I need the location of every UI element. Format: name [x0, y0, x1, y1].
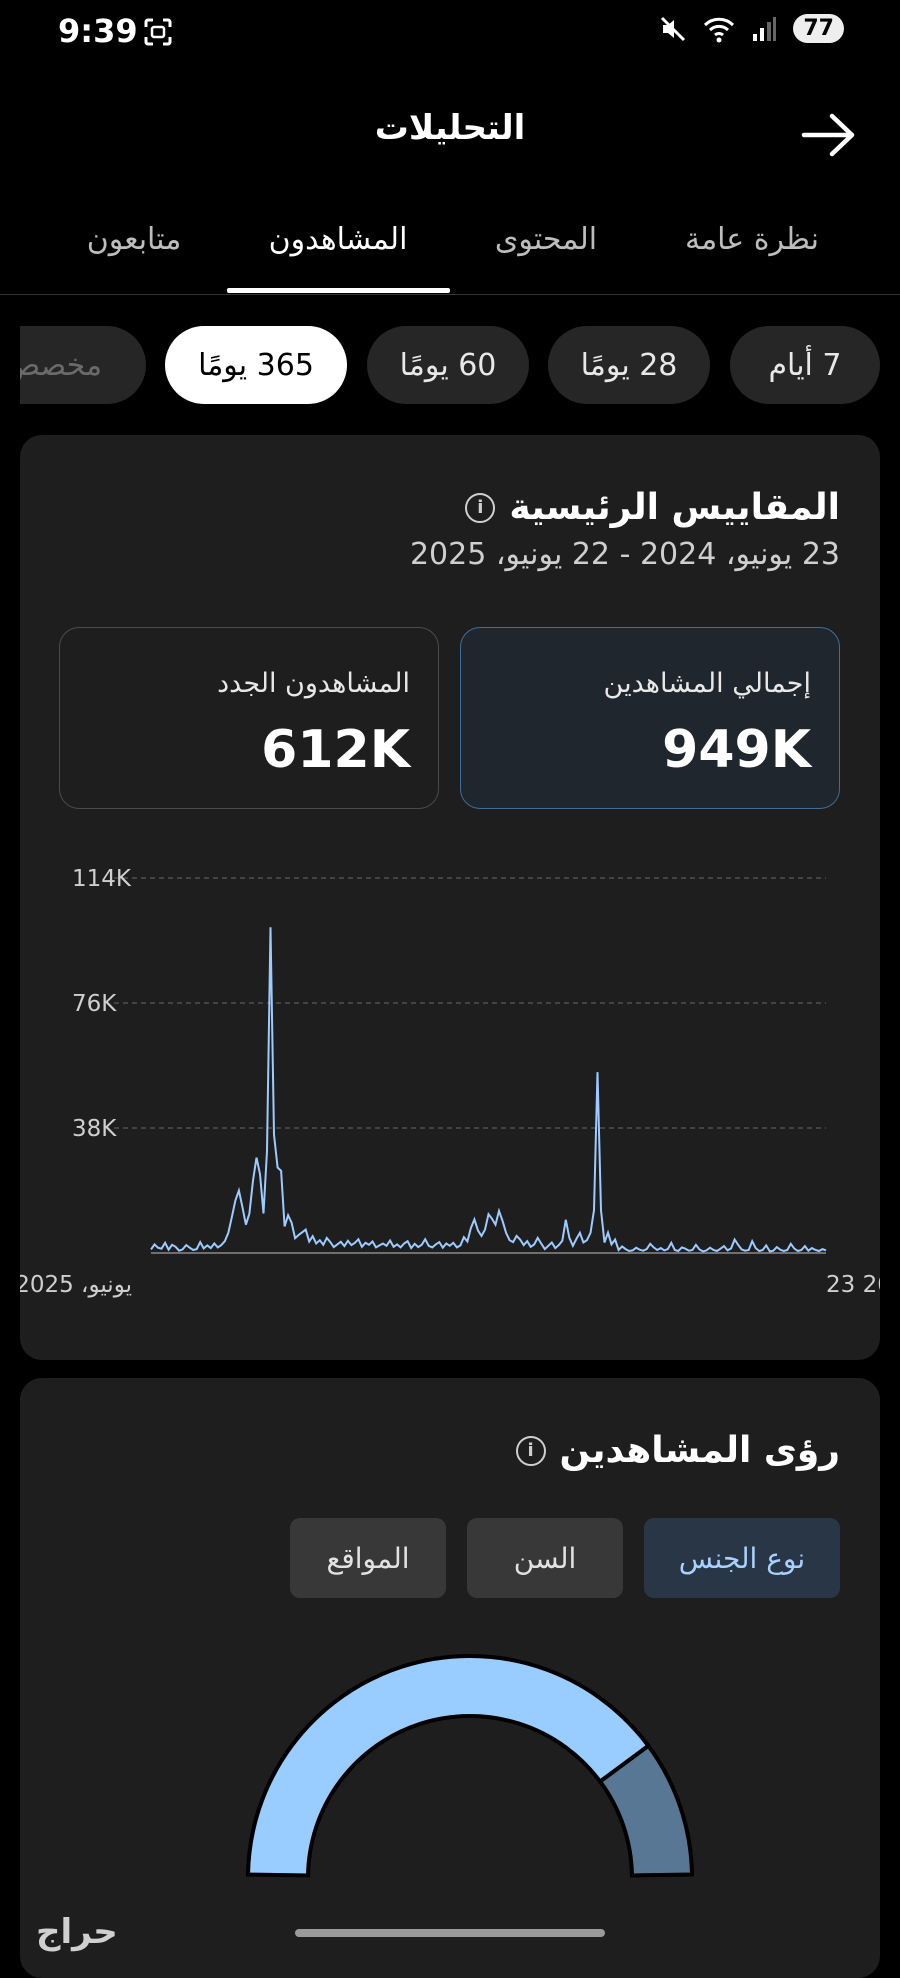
date-range-chips: 7 أيام 28 يومًا 60 يومًا 365 يومًا مخصص: [20, 326, 900, 406]
audience-insights-header: رؤى المشاهدين i: [515, 1430, 840, 1471]
audience-gauge-chart: [245, 1654, 695, 1878]
chip-custom[interactable]: مخصص: [20, 326, 146, 404]
screen-scan-icon: [144, 18, 172, 46]
x-tick-end: يونيو، 2025 ‏22: [20, 1272, 132, 1298]
key-metrics-card: المقاييس الرئيسية i 23 يونيو، 2024 - 22 …: [20, 435, 880, 1360]
watermark-logo: حراج: [36, 1912, 118, 1952]
tab-overview[interactable]: نظرة عامة: [685, 222, 819, 257]
audience-insights-title: رؤى المشاهدين: [559, 1430, 840, 1471]
back-arrow-icon[interactable]: [800, 110, 860, 160]
chip-28-days[interactable]: 28 يومًا: [548, 326, 710, 404]
status-bar: 9:39 77: [0, 0, 900, 70]
home-indicator: [295, 1929, 605, 1937]
chip-60-days[interactable]: 60 يومًا: [367, 326, 529, 404]
segment-locations[interactable]: المواقع: [290, 1518, 446, 1598]
gauge-segment_2: [597, 1743, 695, 1878]
new-viewers-value: 612K: [261, 720, 410, 780]
x-tick-start: يونيو، 2024 ‏23: [826, 1272, 880, 1298]
wifi-icon: [704, 17, 735, 42]
key-metrics-header: المقاييس الرئيسية i: [465, 487, 840, 528]
info-icon[interactable]: i: [465, 492, 496, 523]
date-range-label: 23 يونيو، 2024 - 22 يونيو، 2025: [409, 537, 840, 572]
total-viewers-value: 949K: [662, 720, 811, 780]
info-icon[interactable]: i: [515, 1435, 546, 1466]
tab-bar: نظرة عامة المحتوى المشاهدون متابعون: [0, 210, 900, 295]
tab-content[interactable]: المحتوى: [494, 222, 598, 257]
gauge-segment_1: [245, 1654, 652, 1878]
signal-icon: [753, 16, 777, 41]
status-time: 9:39: [58, 12, 138, 50]
segment-gender[interactable]: نوع الجنس: [644, 1518, 840, 1598]
tab-audience[interactable]: المشاهدون: [268, 222, 408, 257]
chip-365-days[interactable]: 365 يومًا: [165, 326, 347, 404]
active-tab-indicator: [227, 288, 450, 293]
y-tick-label: 38K: [72, 1116, 117, 1142]
series-line-total-viewers: [150, 927, 827, 1253]
y-tick-label: 76K: [72, 991, 117, 1017]
chip-7-days[interactable]: 7 أيام: [730, 326, 880, 404]
page-title: التحليلات: [374, 108, 526, 148]
y-tick-label: 114K: [72, 866, 132, 892]
audience-insights-card: رؤى المشاهدين i: [20, 1378, 880, 1978]
new-viewers-label: المشاهدون الجدد: [217, 668, 410, 699]
tab-followers[interactable]: متابعون: [86, 222, 182, 257]
segment-age[interactable]: السن: [467, 1518, 623, 1598]
mute-icon: [661, 16, 686, 41]
total-viewers-label: إجمالي المشاهدين: [603, 668, 811, 699]
key-metrics-title: المقاييس الرئيسية: [509, 487, 840, 528]
total-viewers-card[interactable]: إجمالي المشاهدين 949K: [460, 627, 840, 809]
new-viewers-card[interactable]: المشاهدون الجدد 612K: [59, 627, 439, 809]
viewers-line-chart: 114K 76K 38K يونيو، 2024 ‏23 يونيو، 2025 ‏…: [20, 866, 880, 1298]
battery-level: 77: [793, 14, 844, 43]
